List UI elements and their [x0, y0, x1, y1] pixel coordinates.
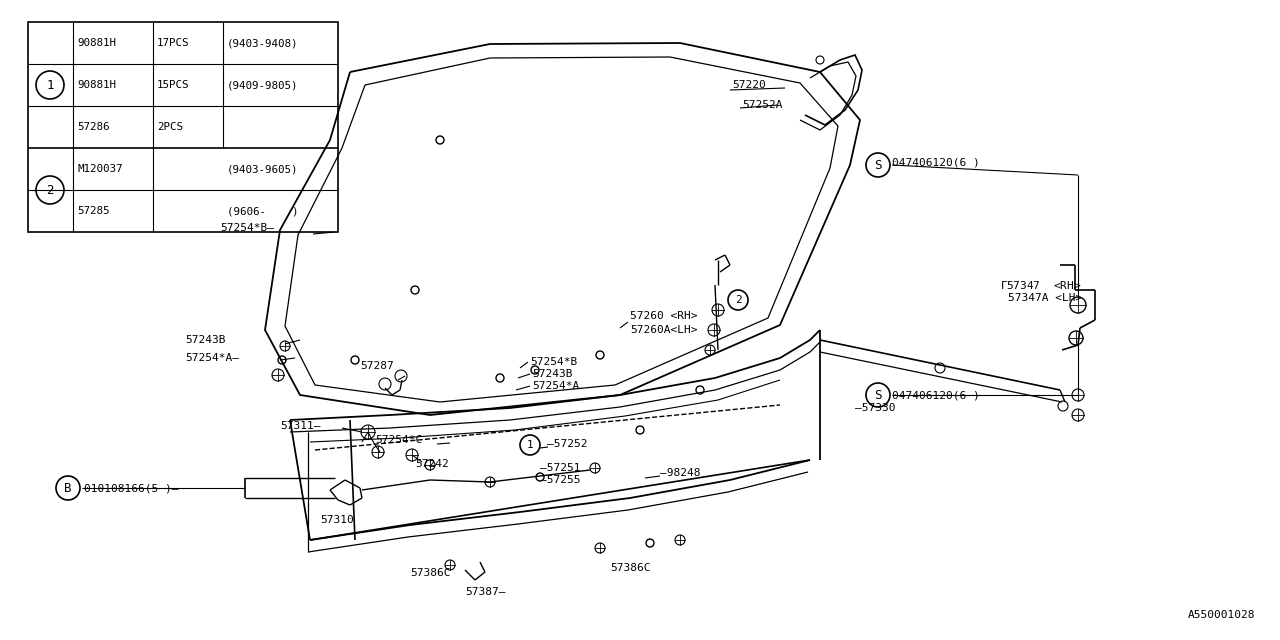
Text: 57310: 57310: [320, 515, 353, 525]
Text: 010108166(5 )—: 010108166(5 )—: [84, 483, 178, 493]
Text: (9403-9408): (9403-9408): [227, 38, 298, 48]
Text: 57386C: 57386C: [410, 568, 451, 578]
Text: 57254*B: 57254*B: [530, 357, 577, 367]
Text: 047406120(6 ): 047406120(6 ): [892, 157, 979, 167]
Text: 57285: 57285: [77, 206, 110, 216]
Text: 57260A<LH>: 57260A<LH>: [630, 325, 698, 335]
Text: 57243B: 57243B: [532, 369, 572, 379]
Text: 90881H: 90881H: [77, 80, 116, 90]
Text: 57243B: 57243B: [186, 335, 225, 345]
Text: 57254*B—: 57254*B—: [220, 223, 274, 233]
Text: 57387—: 57387—: [465, 587, 506, 597]
Text: 57252A: 57252A: [742, 100, 782, 110]
Text: —57251: —57251: [540, 463, 581, 473]
Text: 2PCS: 2PCS: [157, 122, 183, 132]
Text: —57255: —57255: [540, 475, 581, 485]
Text: 57347A <LH>: 57347A <LH>: [1009, 293, 1083, 303]
Text: 047406120(6 ): 047406120(6 ): [892, 390, 979, 400]
Text: —98248: —98248: [660, 468, 700, 478]
Text: 90881H: 90881H: [77, 38, 116, 48]
Text: 15PCS: 15PCS: [157, 80, 189, 90]
Text: (9409-9805): (9409-9805): [227, 80, 298, 90]
Text: 57311—: 57311—: [280, 421, 320, 431]
Text: S: S: [874, 159, 882, 172]
Text: —57252: —57252: [547, 439, 588, 449]
Text: 57254*C: 57254*C: [375, 435, 422, 445]
Bar: [28, 22, 338, 232]
Text: S: S: [874, 388, 882, 401]
Text: 57286: 57286: [77, 122, 110, 132]
Text: —57330: —57330: [855, 403, 896, 413]
Text: 57260 <RH>: 57260 <RH>: [630, 311, 698, 321]
Text: (9606-    ): (9606- ): [227, 206, 298, 216]
Text: B: B: [64, 481, 72, 495]
Text: 57386C: 57386C: [611, 563, 650, 573]
Text: 57254*A: 57254*A: [532, 381, 580, 391]
Text: (9403-9605): (9403-9605): [227, 164, 298, 174]
Text: $\Gamma$57347  <RH>: $\Gamma$57347 <RH>: [1000, 279, 1082, 291]
Text: 1: 1: [526, 440, 534, 450]
Text: 17PCS: 17PCS: [157, 38, 189, 48]
Text: 2: 2: [735, 295, 741, 305]
Text: 2: 2: [46, 184, 54, 196]
Text: 57220: 57220: [732, 80, 765, 90]
Text: 57254*A—: 57254*A—: [186, 353, 239, 363]
Text: 57287: 57287: [360, 361, 394, 371]
Text: A550001028: A550001028: [1188, 610, 1254, 620]
Text: 57242: 57242: [415, 459, 449, 469]
Text: 1: 1: [46, 79, 54, 92]
Text: M120037: M120037: [77, 164, 123, 174]
